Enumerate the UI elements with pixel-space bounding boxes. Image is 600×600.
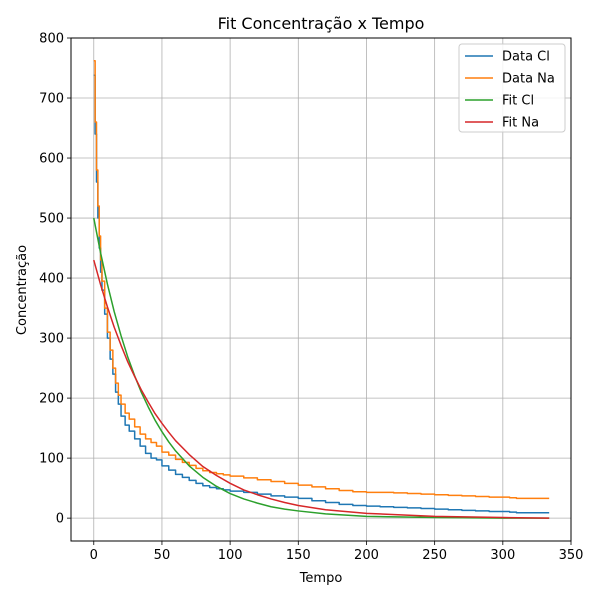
y-tick-label: 500	[39, 212, 64, 227]
x-tick-label: 100	[218, 548, 243, 563]
legend-label-fit-cl: Fit Cl	[502, 94, 534, 109]
y-tick-label: 0	[56, 512, 64, 527]
legend-box	[458, 43, 566, 133]
y-tick-label: 100	[39, 452, 64, 467]
series-line-data-na	[93, 60, 550, 500]
x-tick-label: 200	[354, 548, 379, 563]
y-tick-label: 200	[39, 392, 64, 407]
plot-frame	[70, 37, 572, 542]
x-tick-label: 350	[559, 548, 584, 563]
series-line-fit-na	[93, 259, 550, 519]
axes: 0 50 100 150 200 250 300 350 0 100 200 300 400 500 600…	[39, 32, 583, 564]
legend: Data Cl Data Na Fit Cl Fit Na	[458, 43, 566, 133]
x-tick-label: 50	[154, 548, 171, 563]
series-line-data-cl	[93, 74, 550, 514]
series-line-fit-cl	[93, 217, 550, 519]
y-tick-label: 400	[39, 272, 64, 287]
x-tick-label: 300	[490, 548, 515, 563]
x-axis-label: Tempo	[299, 571, 343, 586]
y-tick-label: 300	[39, 332, 64, 347]
y-tick-label: 800	[39, 32, 64, 47]
y-tick-label: 700	[39, 92, 64, 107]
legend-label-data-cl: Data Cl	[502, 50, 550, 65]
legend-label-fit-na: Fit Na	[502, 116, 539, 131]
legend-label-data-na: Data Na	[502, 72, 555, 87]
y-axis-label: Concentração	[15, 245, 30, 335]
x-tick-label: 0	[90, 548, 98, 563]
series-layer	[93, 60, 550, 519]
y-tick-label: 600	[39, 152, 64, 167]
chart-title: Fit Concentração x Tempo	[218, 14, 425, 33]
x-tick-label: 250	[422, 548, 447, 563]
x-tick-label: 150	[286, 548, 311, 563]
